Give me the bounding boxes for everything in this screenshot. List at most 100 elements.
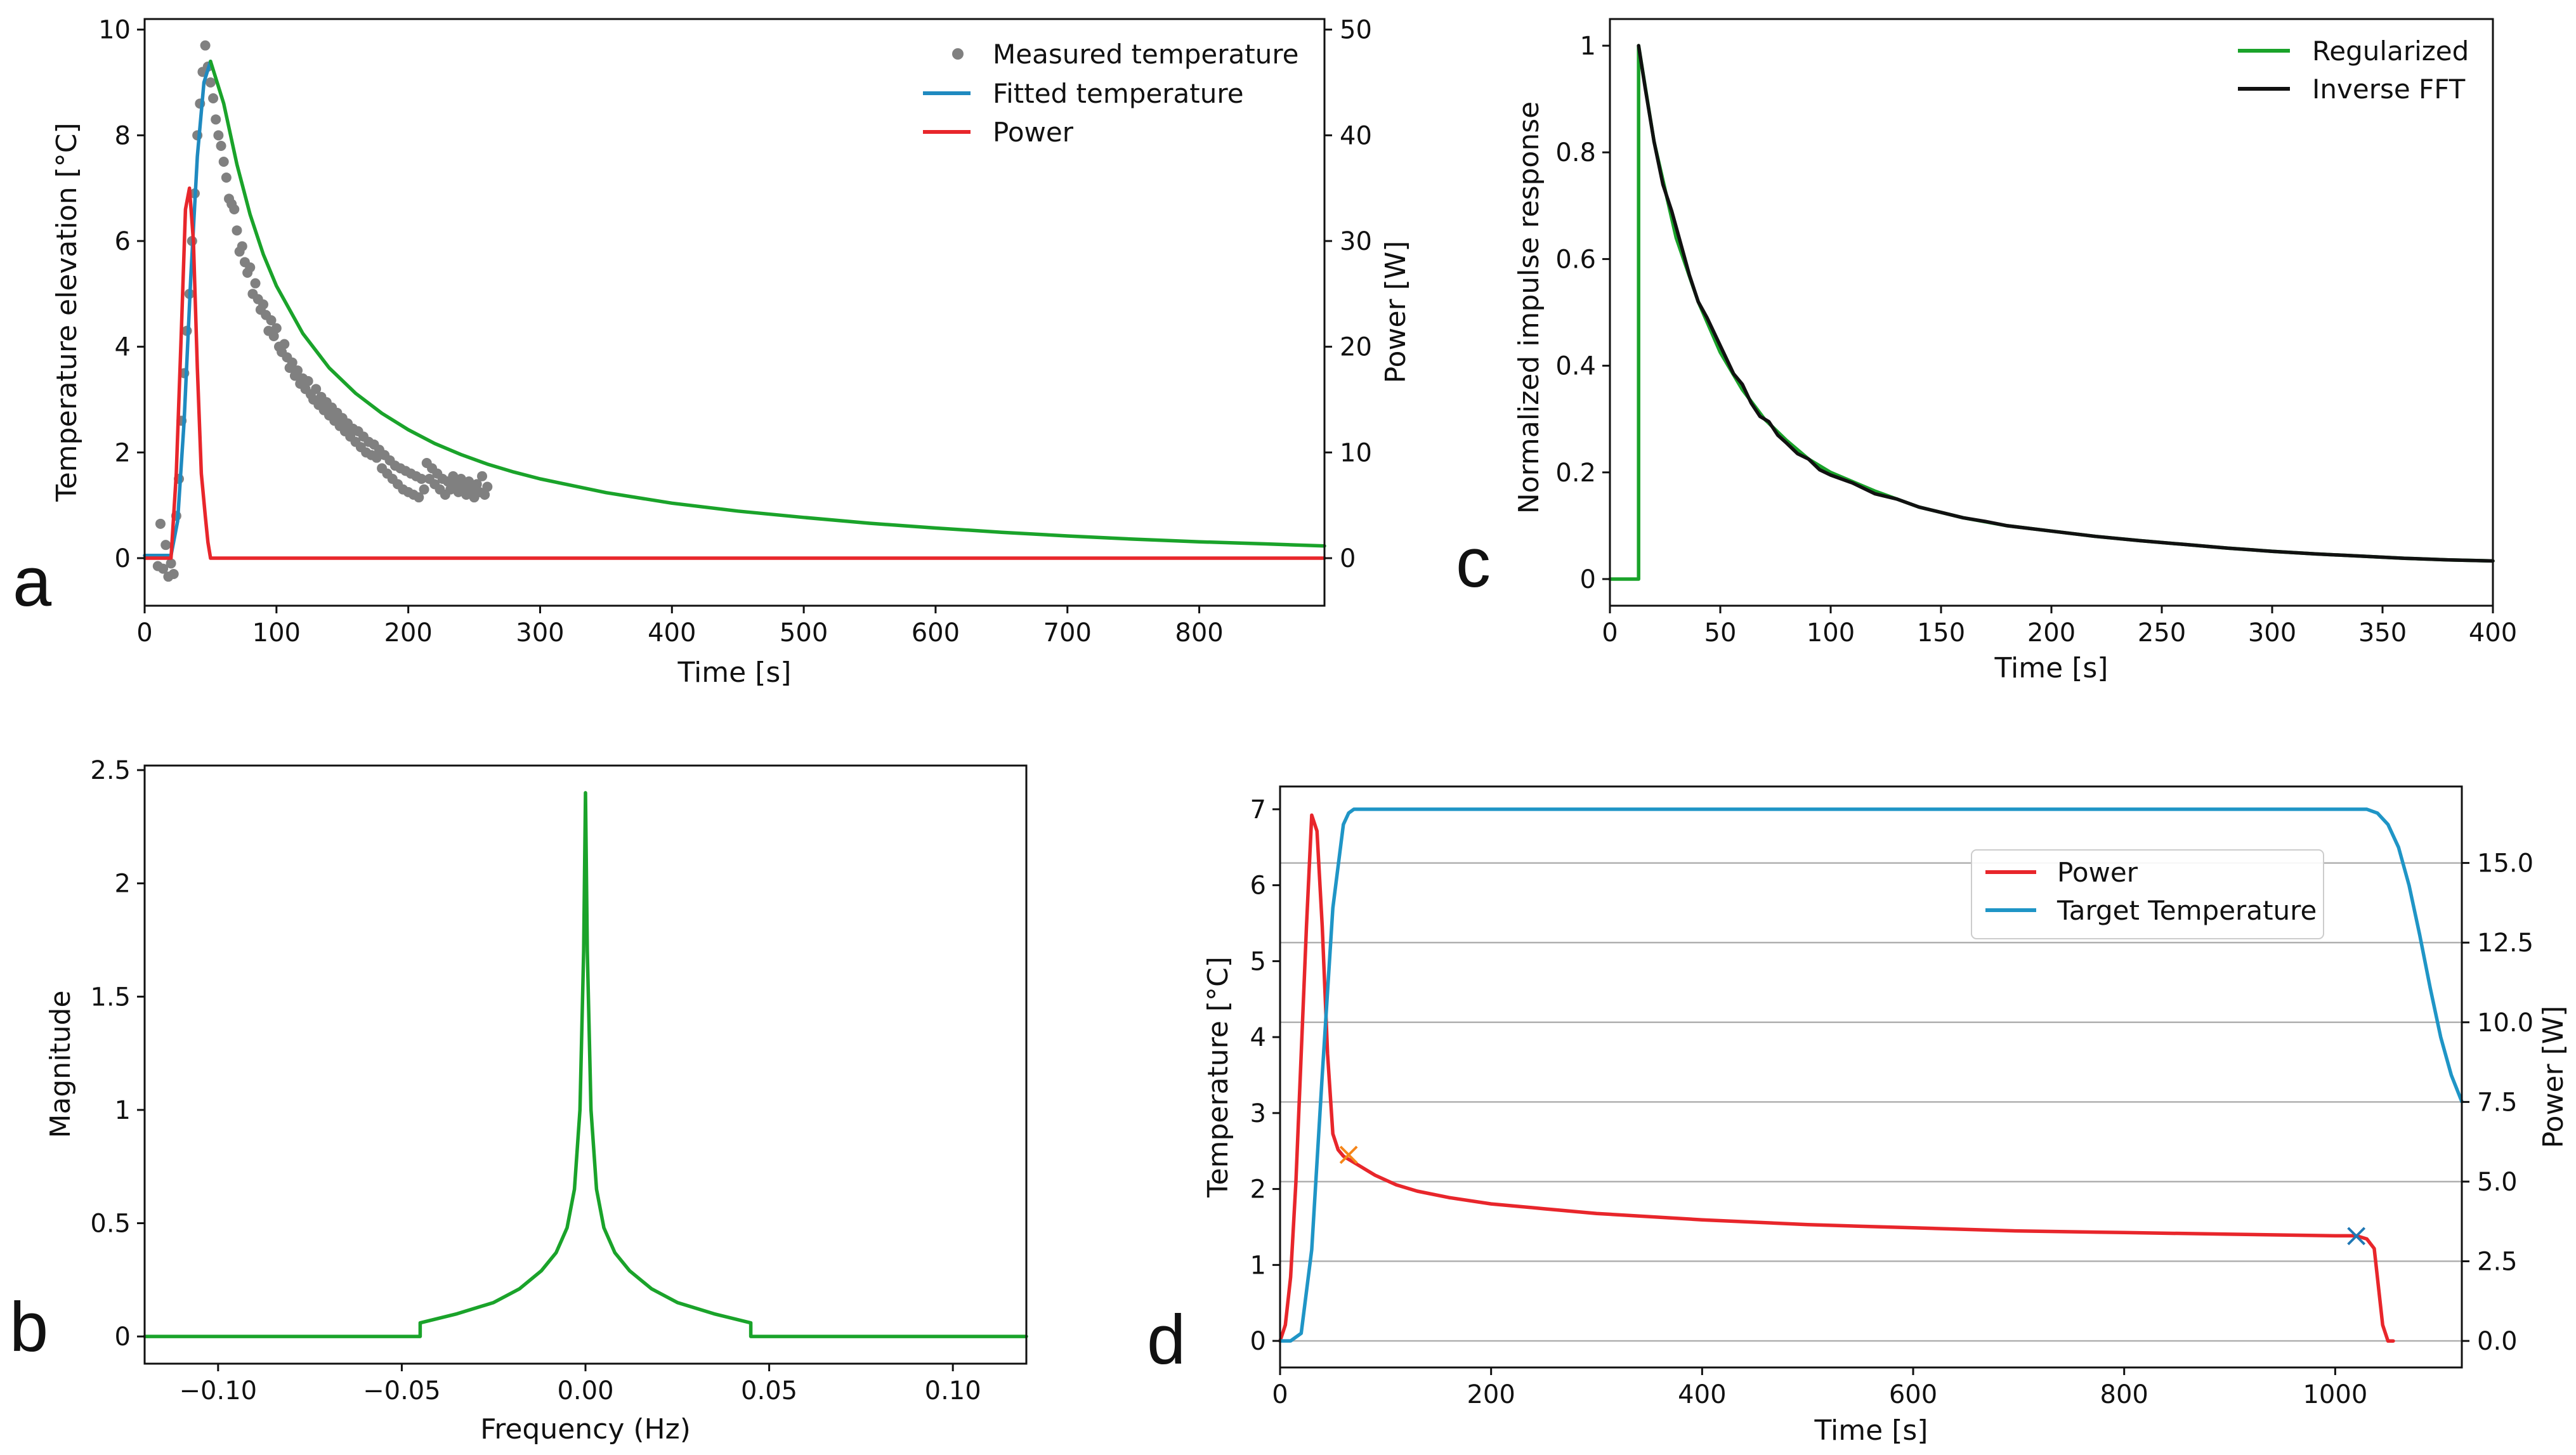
scatter-point [213,130,224,141]
x-tick-label: 1000 [2303,1380,2367,1409]
y-right-tick-label: 12.5 [2477,929,2534,958]
y-tick-label: 6 [115,227,131,256]
x-tick-label: 200 [2027,618,2076,648]
y-tick-label: 1 [115,1096,131,1125]
x-tick-label: 100 [252,618,301,648]
x-marker-stroke [1339,1145,1358,1165]
panel-d: d 0 200 400 600 800 1000 0 1 2 3 4 5 6 7 0.0 2.5 5.0 7.… [1147,785,2570,1447]
x-tick-label: 600 [912,618,960,648]
y-tick-label: 0.5 [90,1210,131,1239]
scatter-point [208,93,219,103]
x-tick-label: 50 [1704,618,1737,648]
series-line [209,59,1326,548]
y-tick-label: 0.2 [1555,459,1596,488]
panel-d-frame [1279,785,2463,1369]
panel-d-x-label: Time [s] [1814,1414,1928,1447]
series-line [1608,44,2495,581]
y-right-tick-label: 5.0 [2477,1168,2518,1197]
x-tick-label: 150 [1917,618,1965,648]
scatter-point [477,471,488,481]
x-tick-label: 400 [1678,1380,1726,1409]
x-tick-label: 800 [2100,1380,2148,1409]
legend-label-target-temperature: Target Temperature [2056,895,2317,926]
series-line [1278,807,2464,1343]
panel-a-y-label: Temperature elevation [°C] [51,122,83,502]
panel-a-letter: a [13,543,52,621]
legend-label-fitted: Fitted temperature [993,78,1244,109]
panel-c-y-ticks: 0 0.2 0.4 0.6 0.8 1 [1555,32,1610,594]
y-tick-label: 0 [1580,565,1596,594]
panel-a-y-right-ticks: 0 10 20 30 40 50 [1324,16,1372,573]
panel-a-legend: Measured temperature Fitted temperature … [923,39,1299,148]
x-tick-label: 800 [1175,618,1223,648]
y-tick-label: 0 [115,1322,131,1352]
scatter-point [482,481,493,492]
panel-c-x-label: Time [s] [1994,652,2109,684]
panel-d-y-right-label: Power [W] [2537,1006,2570,1149]
panel-d-y-label: Temperature [°C] [1202,956,1234,1198]
panel-c-frame [1609,18,2494,607]
x-tick-label: 400 [648,618,696,648]
panel-c-plot-area [1608,44,2495,581]
panel-b-y-label: Magnitude [44,990,77,1138]
scatter-point [287,357,297,368]
scatter-point [221,173,232,183]
x-tick-label: −0.05 [363,1376,441,1406]
scatter-point [471,479,482,490]
y-tick-label: 1 [1580,32,1596,61]
scatter-point [279,339,290,349]
y-right-tick-label: 10 [1340,438,1372,467]
panel-b-y-ticks: 0 0.5 1 1.5 2 2.5 [90,756,145,1352]
x-tick-label: 200 [384,618,432,648]
x-tick-label: 300 [516,618,564,648]
y-right-tick-label: 0.0 [2477,1327,2518,1356]
y-tick-label: 3 [1250,1099,1266,1128]
scatter-point [258,299,269,310]
series-line [1637,44,2495,563]
y-tick-label: 8 [115,121,131,150]
scatter-point [266,315,277,325]
y-tick-label: 1 [1250,1251,1266,1280]
scatter-point [229,204,240,214]
y-right-tick-label: 2.5 [2477,1248,2518,1277]
legend-label-power-d: Power [2057,857,2138,888]
scatter-point [158,563,169,574]
scatter-point [480,490,490,500]
legend-label-measured: Measured temperature [993,39,1299,70]
scatter-point [371,452,382,463]
panel-d-y-ticks: 0 1 2 3 4 5 6 7 [1250,795,1280,1356]
panel-c: c 0 50 100 150 200 250 300 350 400 0 0.2 0.4 0.6 0.8… [1456,18,2517,684]
panel-a: a 0 100 200 300 400 500 600 700 800 0 2 4 6 8 10 0 10 2… [13,16,1412,689]
x-tick-label: 250 [2138,618,2186,648]
panel-d-x-ticks: 0 200 400 600 800 1000 [1272,1367,2367,1409]
scatter-point [292,365,303,376]
scatter-point [237,241,247,252]
y-tick-label: 4 [1250,1023,1266,1052]
series-line [143,186,1326,560]
scatter-point [166,558,176,569]
x-tick-label: 200 [1467,1380,1515,1409]
x-tick-label: 700 [1043,618,1092,648]
legend-label-regularized: Regularized [2312,36,2469,67]
x-tick-label: 0.05 [741,1376,797,1406]
panel-b: b −0.10 −0.05 0.00 0.05 0.10 0 0.5 1 1.5 2 2.5 Fr… [10,756,1028,1445]
y-tick-label: 1.5 [90,982,131,1012]
x-tick-label: 0 [1272,1380,1288,1409]
y-tick-label: 6 [1250,871,1266,901]
y-tick-label: 0.6 [1555,245,1596,274]
panel-a-y-ticks: 0 2 4 6 8 10 [98,16,145,573]
scatter-point [448,471,459,481]
x-tick-label: 0.10 [925,1376,981,1406]
panel-b-x-label: Frequency (Hz) [480,1413,691,1445]
x-tick-label: 600 [1889,1380,1937,1409]
panel-d-letter: d [1147,1301,1186,1379]
panel-a-x-label: Time [s] [677,656,792,689]
y-tick-label: 4 [115,333,131,362]
scatter-point [232,225,242,236]
y-tick-label: 2 [115,438,131,467]
y-tick-label: 7 [1250,795,1266,825]
y-tick-label: 2.5 [90,756,131,785]
panel-c-x-ticks: 0 50 100 150 200 250 300 350 400 [1602,606,2517,648]
x-tick-label: 100 [1807,618,1855,648]
